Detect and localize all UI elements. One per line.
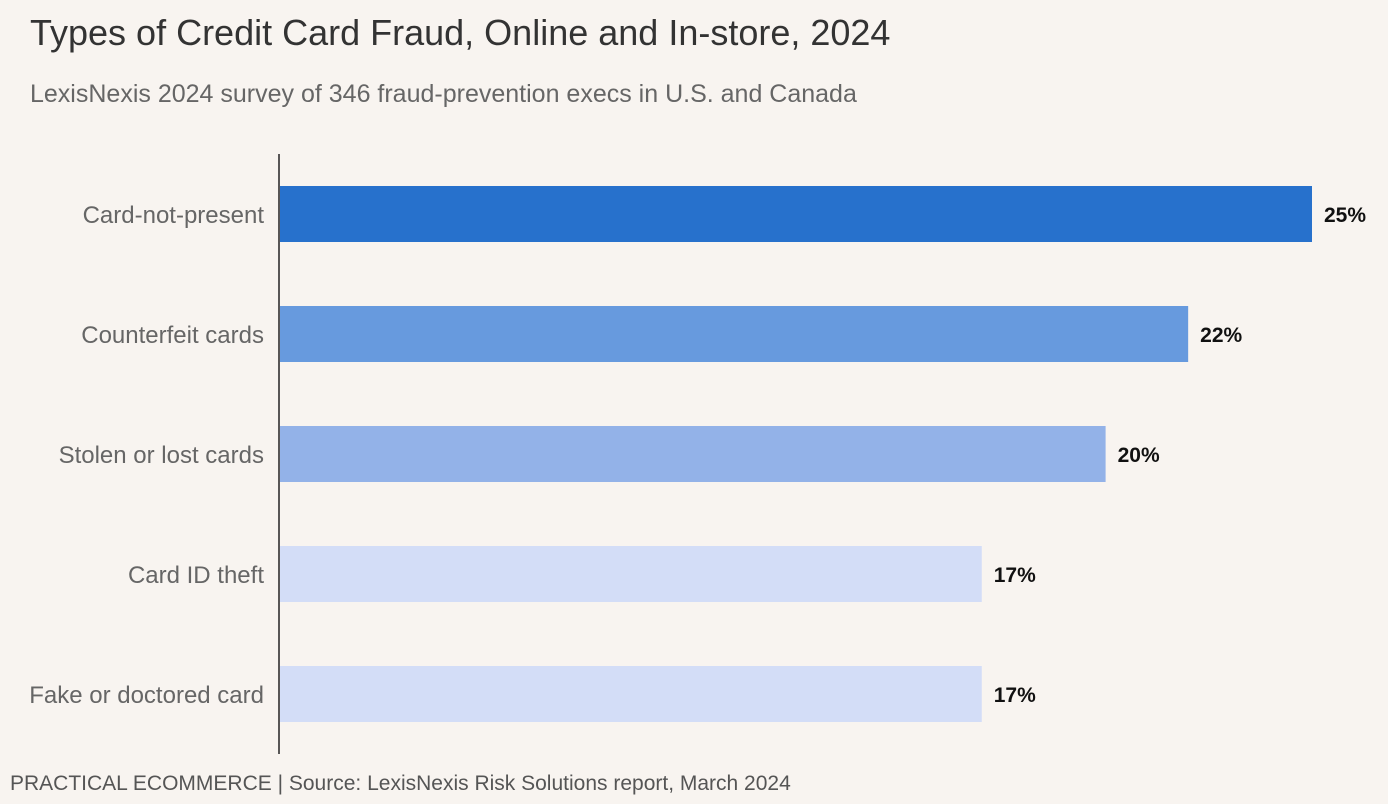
bar-0	[280, 186, 1312, 242]
category-label: Fake or doctored card	[29, 682, 264, 709]
category-label: Card ID theft	[128, 562, 264, 589]
value-label: 20%	[1118, 444, 1160, 467]
value-label: 22%	[1200, 324, 1242, 347]
chart-subtitle: LexisNexis 2024 survey of 346 fraud-prev…	[30, 80, 857, 108]
bar-4	[280, 666, 982, 722]
bar-3	[280, 546, 982, 602]
category-label: Counterfeit cards	[81, 322, 264, 349]
value-label: 17%	[994, 564, 1036, 587]
bar-2	[280, 426, 1106, 482]
bar-1	[280, 306, 1189, 362]
category-label: Stolen or lost cards	[59, 442, 264, 469]
source-footer: PRACTICAL ECOMMERCE | Source: LexisNexis…	[10, 772, 791, 795]
chart-title: Types of Credit Card Fraud, Online and I…	[30, 12, 891, 53]
category-label: Card-not-present	[83, 202, 265, 229]
value-label: 17%	[994, 684, 1036, 707]
value-label: 25%	[1324, 204, 1366, 227]
